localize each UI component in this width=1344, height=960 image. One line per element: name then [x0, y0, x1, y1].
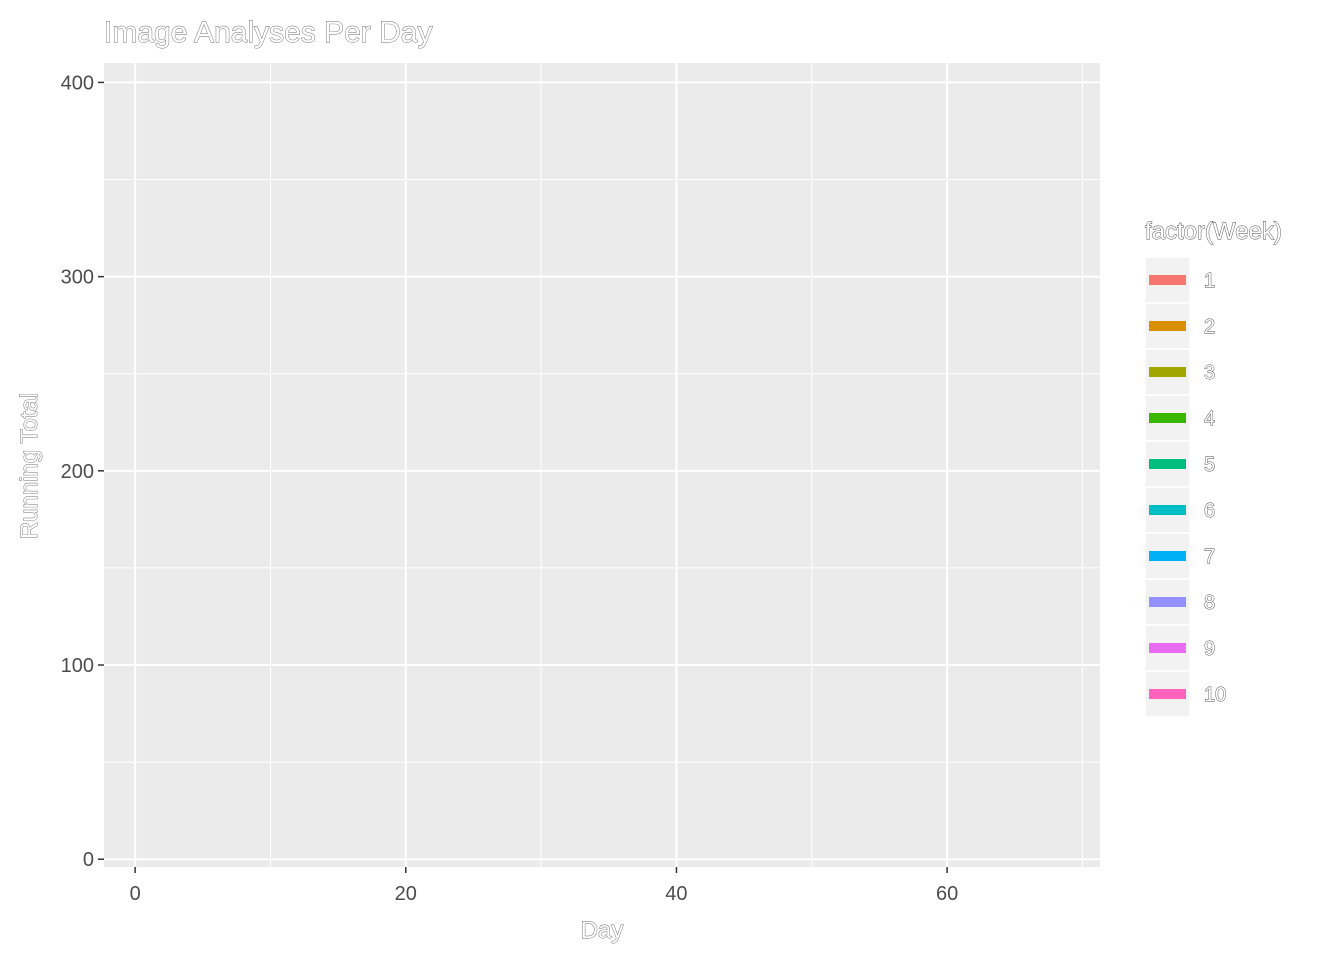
- y-tick-label: 100: [61, 655, 94, 677]
- plot-panel: [104, 63, 1100, 867]
- y-tick-label: 0: [83, 849, 94, 871]
- y-tick-label: 200: [61, 461, 94, 483]
- legend-label: 9: [1204, 638, 1215, 660]
- legend-title: factor(Week): [1145, 218, 1282, 245]
- x-tick-label: 0: [130, 883, 141, 905]
- y-axis-label: Running Total: [16, 393, 43, 539]
- legend-key-swatch: [1149, 597, 1186, 607]
- x-tick-label: 40: [665, 883, 687, 905]
- x-tick-label: 20: [395, 883, 417, 905]
- y-tick-label: 400: [61, 72, 94, 94]
- x-axis: 0 20 40 60: [130, 867, 958, 905]
- legend-key-swatch: [1149, 321, 1186, 331]
- legend-label: 6: [1204, 500, 1215, 522]
- legend-key-swatch: [1149, 413, 1186, 423]
- legend-label: 5: [1204, 454, 1215, 476]
- y-axis: 0 100 200 300 400: [61, 72, 104, 871]
- legend: factor(Week) 1 2 3 4 5 6 7 8 9 10: [1144, 218, 1282, 718]
- legend-label: 1: [1204, 270, 1215, 292]
- y-tick-label: 300: [61, 267, 94, 289]
- legend-key-swatch: [1149, 551, 1186, 561]
- legend-key-swatch: [1149, 505, 1186, 515]
- major-gridlines: [104, 63, 1100, 867]
- legend-key-swatch: [1149, 459, 1186, 469]
- legend-key-swatch: [1149, 367, 1186, 377]
- legend-label: 10: [1204, 684, 1226, 706]
- legend-label: 7: [1204, 546, 1215, 568]
- legend-label: 3: [1204, 362, 1215, 384]
- legend-key-swatch: [1149, 643, 1186, 653]
- legend-label: 8: [1204, 592, 1215, 614]
- legend-label: 2: [1204, 316, 1215, 338]
- chart-title: Image Analyses Per Day: [104, 16, 433, 49]
- x-axis-label: Day: [581, 917, 624, 944]
- legend-key-swatch: [1149, 689, 1186, 699]
- legend-label: 4: [1204, 408, 1215, 430]
- minor-gridlines: [104, 63, 1100, 867]
- legend-key-swatch: [1149, 275, 1186, 285]
- x-tick-label: 60: [936, 883, 958, 905]
